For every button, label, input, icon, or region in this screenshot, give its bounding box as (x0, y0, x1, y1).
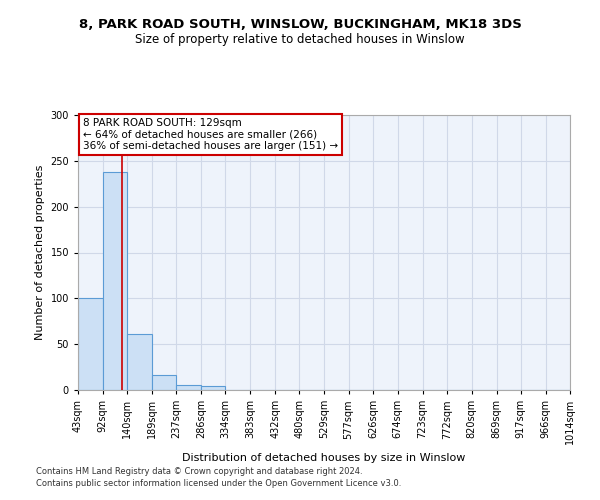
Text: 8, PARK ROAD SOUTH, WINSLOW, BUCKINGHAM, MK18 3DS: 8, PARK ROAD SOUTH, WINSLOW, BUCKINGHAM,… (79, 18, 521, 30)
Text: Contains HM Land Registry data © Crown copyright and database right 2024.: Contains HM Land Registry data © Crown c… (36, 467, 362, 476)
Text: Size of property relative to detached houses in Winslow: Size of property relative to detached ho… (135, 32, 465, 46)
Bar (201, 386, 226, 390)
Bar (127, 334, 152, 390)
Text: Contains public sector information licensed under the Open Government Licence v3: Contains public sector information licen… (36, 478, 401, 488)
Bar (78, 298, 103, 390)
X-axis label: Distribution of detached houses by size in Winslow: Distribution of detached houses by size … (182, 452, 466, 462)
Bar (152, 376, 176, 390)
Bar (176, 384, 201, 390)
Bar (103, 172, 127, 390)
Y-axis label: Number of detached properties: Number of detached properties (35, 165, 45, 340)
Text: 8 PARK ROAD SOUTH: 129sqm
← 64% of detached houses are smaller (266)
36% of semi: 8 PARK ROAD SOUTH: 129sqm ← 64% of detac… (83, 118, 338, 151)
